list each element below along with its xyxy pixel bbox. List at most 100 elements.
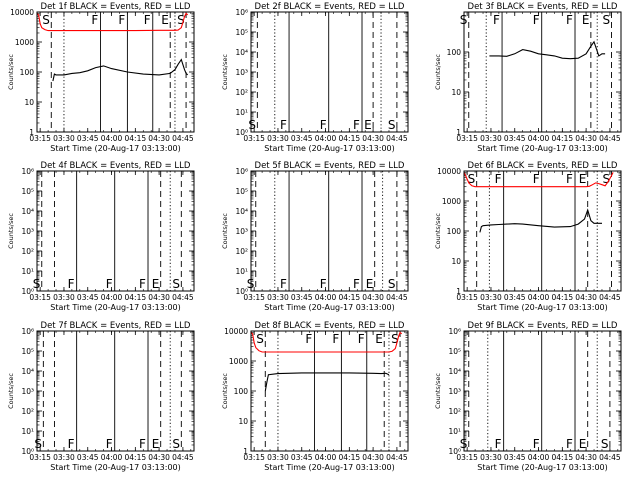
marker-label: F xyxy=(332,332,339,346)
chart-title: Det 2f BLACK = Events, RED = LLD xyxy=(255,2,405,12)
lld-series-line xyxy=(37,12,189,32)
y-tick-label: 10 xyxy=(451,88,461,97)
marker-label: F xyxy=(280,118,287,132)
marker-label: F xyxy=(118,13,125,27)
marker-label: S xyxy=(42,13,50,27)
y-tick-label: 100 xyxy=(20,68,35,77)
marker-label: F xyxy=(91,13,98,27)
x-tick-label: 03:15 xyxy=(456,453,478,462)
x-axis-label: Start Time (20-Aug-17 03:13:00) xyxy=(477,303,608,312)
x-tick-label: 04:00 xyxy=(315,453,337,462)
y-tick-label: 100 xyxy=(234,387,249,396)
panel-det-9: Det 9f BLACK = Events, RED = LLD Counts/s… xyxy=(434,321,622,472)
y-tick-label: 10⁵ xyxy=(235,187,248,196)
x-tick-label: 04:30 xyxy=(575,293,597,302)
marker-label: E xyxy=(579,437,587,451)
marker-label: F xyxy=(139,437,146,451)
x-tick-label: 03:30 xyxy=(53,293,75,302)
panel-det-7: Det 7f BLACK = Events, RED = LLD Counts/s… xyxy=(7,321,195,472)
y-axis-label: Counts/sec xyxy=(434,213,442,249)
y-tick-label: 1000 xyxy=(15,38,34,47)
lld-series-line xyxy=(464,172,614,188)
y-tick-label: 10³ xyxy=(21,387,34,396)
x-tick-label: 04:00 xyxy=(315,293,337,302)
x-tick-label: 04:15 xyxy=(125,134,147,143)
x-tick-label: 04:00 xyxy=(315,134,337,143)
y-tick-label: 1000 xyxy=(229,357,248,366)
y-tick-label: 10² xyxy=(235,247,248,256)
x-tick-label: 03:15 xyxy=(456,134,478,143)
x-tick-label: 03:45 xyxy=(77,453,99,462)
y-tick-label: 10⁵ xyxy=(21,187,34,196)
y-tick-label: 10⁴ xyxy=(235,207,248,216)
y-tick-label: 1 xyxy=(456,128,461,137)
x-axis-label: Start Time (20-Aug-17 03:13:00) xyxy=(477,144,608,153)
x-tick-label: 04:45 xyxy=(599,453,621,462)
events-series-line xyxy=(479,208,602,233)
y-tick-label: 10⁵ xyxy=(21,347,34,356)
marker-label: F xyxy=(280,277,287,291)
x-tick-label: 04:00 xyxy=(101,293,123,302)
y-tick-label: 10⁶ xyxy=(235,167,248,176)
x-tick-label: 04:15 xyxy=(552,134,574,143)
y-axis-label: Counts/sec xyxy=(7,373,15,409)
x-tick-label: 04:15 xyxy=(552,453,574,462)
marker-label: F xyxy=(144,13,151,27)
lld-series-line xyxy=(251,331,403,353)
plot-frame xyxy=(36,330,195,452)
y-tick-label: 10² xyxy=(21,407,34,416)
marker-label: S xyxy=(602,13,610,27)
plot-frame xyxy=(250,11,409,133)
chart-title: Det 6f BLACK = Events, RED = LLD xyxy=(468,161,618,171)
marker-label: S xyxy=(248,118,256,132)
y-tick-label: 10000 xyxy=(10,8,34,17)
marker-label: E xyxy=(161,13,169,27)
marker-label: S xyxy=(388,118,396,132)
marker-label: F xyxy=(566,172,573,186)
chart-title: Det 4f BLACK = Events, RED = LLD xyxy=(41,161,191,171)
chart-title: Det 8f BLACK = Events, RED = LLD xyxy=(255,321,405,331)
y-tick-label: 10² xyxy=(448,407,461,416)
x-tick-label: 04:30 xyxy=(362,134,384,143)
marker-label: F xyxy=(566,437,573,451)
y-tick-label: 10² xyxy=(235,88,248,97)
events-series-line xyxy=(489,40,606,60)
y-axis-label: Counts/sec xyxy=(221,213,229,249)
y-axis-label: Counts/sec xyxy=(221,373,229,409)
x-tick-label: 04:30 xyxy=(148,453,170,462)
y-axis-label: Counts/sec xyxy=(7,54,15,90)
x-tick-label: 03:15 xyxy=(243,293,265,302)
marker-label: S xyxy=(177,13,185,27)
panel-det-8: Det 8f BLACK = Events, RED = LLD Counts/s… xyxy=(221,321,409,472)
y-tick-label: 10⁴ xyxy=(21,367,34,376)
x-tick-label: 04:15 xyxy=(339,293,361,302)
marker-label: E xyxy=(364,118,372,132)
plot-frame xyxy=(463,330,622,452)
marker-label: E xyxy=(375,332,383,346)
y-tick-label: 10 xyxy=(451,257,461,266)
x-tick-label: 04:15 xyxy=(339,134,361,143)
marker-label: S xyxy=(172,437,180,451)
y-tick-label: 10 xyxy=(24,98,34,107)
x-axis-label: Start Time (20-Aug-17 03:13:00) xyxy=(50,303,181,312)
y-tick-label: 1 xyxy=(29,128,34,137)
y-tick-label: 10⁶ xyxy=(235,8,248,17)
x-tick-label: 04:15 xyxy=(125,293,147,302)
x-tick-label: 03:15 xyxy=(29,134,51,143)
y-tick-label: 1000 xyxy=(442,197,461,206)
x-tick-label: 03:15 xyxy=(243,453,265,462)
events-series-line xyxy=(52,58,189,82)
marker-label: F xyxy=(358,332,365,346)
x-tick-label: 04:00 xyxy=(528,134,550,143)
y-tick-label: 10¹ xyxy=(21,427,34,436)
x-tick-label: 03:45 xyxy=(291,293,313,302)
y-tick-label: 10⁴ xyxy=(448,367,461,376)
y-tick-label: 1 xyxy=(243,447,248,456)
x-tick-label: 03:45 xyxy=(504,293,526,302)
marker-label: F xyxy=(106,437,113,451)
y-tick-label: 10³ xyxy=(448,387,461,396)
y-axis-label: Counts/sec xyxy=(434,373,442,409)
x-tick-label: 04:30 xyxy=(148,134,170,143)
x-tick-label: 03:45 xyxy=(77,293,99,302)
y-tick-label: 10⁴ xyxy=(21,207,34,216)
